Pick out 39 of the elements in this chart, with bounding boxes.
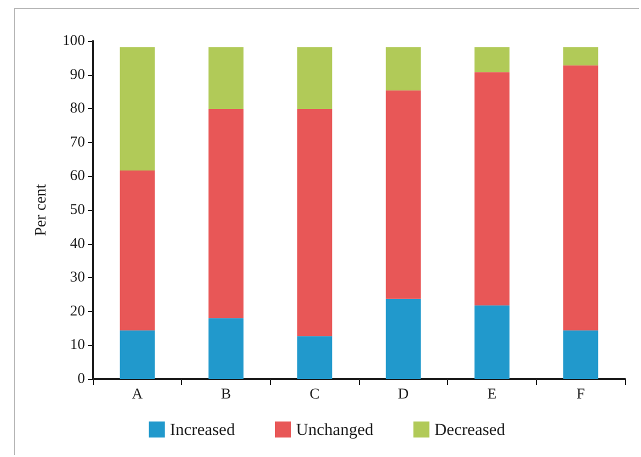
bar bbox=[208, 47, 244, 109]
x-tick-label: A bbox=[132, 386, 143, 402]
bar bbox=[474, 72, 510, 306]
bar bbox=[386, 47, 421, 90]
y-tick-label: 60 bbox=[70, 168, 85, 184]
legend-label: Unchanged bbox=[296, 420, 374, 439]
bar bbox=[120, 170, 155, 330]
x-tick-label: F bbox=[576, 386, 585, 402]
x-tick-label: B bbox=[220, 386, 232, 402]
bar bbox=[386, 298, 421, 379]
x-tick-label: C bbox=[310, 386, 320, 402]
y-axis-title: Per cent bbox=[32, 183, 50, 236]
y-tick-label: 0 bbox=[78, 371, 85, 387]
bar bbox=[474, 305, 510, 379]
bar bbox=[563, 47, 598, 66]
y-tick-label: 70 bbox=[70, 134, 85, 150]
y-tick-label: 80 bbox=[70, 100, 85, 117]
y-tick-label: 40 bbox=[70, 236, 85, 252]
bar bbox=[208, 108, 244, 318]
y-tick-label: 10 bbox=[70, 337, 85, 354]
bar bbox=[474, 47, 510, 72]
bar bbox=[563, 330, 598, 379]
legend-label: Increased bbox=[170, 420, 236, 439]
legend-label: Decreased bbox=[434, 420, 506, 439]
x-tick-label: E bbox=[487, 386, 497, 402]
y-tick-label: 20 bbox=[70, 303, 85, 320]
y-tick-label: 50 bbox=[70, 202, 85, 218]
bar bbox=[120, 47, 155, 170]
bar bbox=[386, 90, 421, 299]
y-tick-label: 30 bbox=[70, 270, 85, 286]
y-tick-label: 100 bbox=[62, 33, 85, 49]
bar bbox=[208, 318, 244, 379]
bar bbox=[120, 330, 155, 379]
bar bbox=[297, 336, 332, 379]
bar bbox=[297, 47, 332, 109]
bar bbox=[297, 108, 332, 336]
y-tick-label: 90 bbox=[70, 66, 85, 83]
bar bbox=[563, 65, 598, 330]
x-tick-label: D bbox=[398, 386, 409, 402]
